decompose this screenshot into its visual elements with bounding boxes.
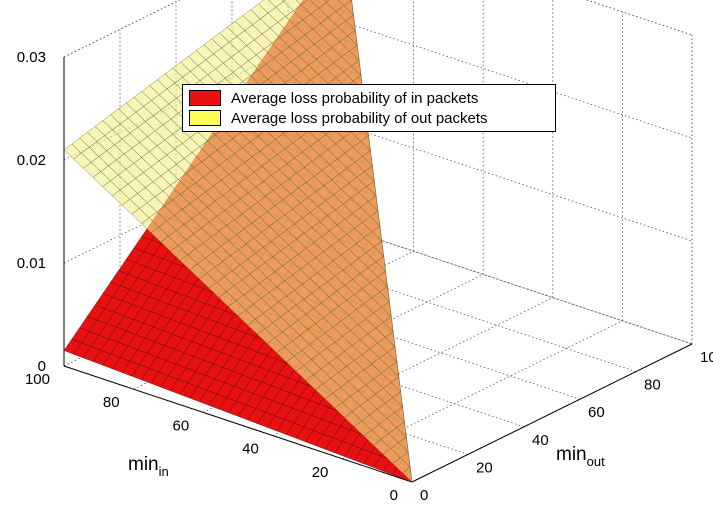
surface-cell	[283, 0, 302, 11]
gridline-z-right-wall	[585, 0, 693, 36]
y-tick-label: 20	[476, 459, 493, 476]
y-axis-label: minout	[556, 444, 605, 469]
x-tick-label: 60	[173, 417, 190, 434]
z-tick-label: 0.02	[17, 152, 46, 169]
surface-cell	[337, 0, 352, 6]
x-tick-label: 100	[25, 371, 50, 388]
surface-layer	[63, 0, 413, 483]
y-tick-label: 100	[700, 349, 713, 366]
legend-swatch-in	[189, 90, 221, 106]
legend: Average loss probability of in packets A…	[182, 84, 556, 132]
y-tick-label: 60	[588, 404, 605, 421]
surface-cell	[326, 0, 345, 12]
z-tick-label: 0	[38, 358, 46, 375]
gridline-floor-y	[231, 282, 581, 400]
surface-cell	[281, 0, 286, 2]
legend-label-out: Average loss probability of out packets	[231, 109, 488, 127]
y-tick-label: 80	[644, 377, 661, 394]
surface-cell	[295, 0, 308, 5]
x-tick-label: 0	[390, 487, 398, 504]
surface-cell	[300, 0, 319, 15]
surface-cell	[309, 0, 327, 9]
tick-layer: 00.010.020.03020406080100020406080100	[17, 49, 713, 504]
y-axis-line	[411, 343, 693, 483]
gridline-floor-y	[287, 255, 637, 372]
surface-cell	[268, 0, 284, 8]
gridline-z-right-wall	[343, 227, 693, 345]
x-tick-label: 80	[103, 394, 120, 411]
y-tick-label: 40	[532, 432, 549, 449]
gridline-floor-y	[119, 338, 469, 455]
legend-swatch-out	[189, 110, 221, 126]
box-edge	[63, 0, 181, 58]
x-tick-label: 40	[242, 441, 259, 458]
gridline-z-right-wall	[343, 21, 693, 139]
x-tick-label: 20	[312, 464, 329, 481]
legend-item-in: Average loss probability of in packets	[189, 88, 549, 108]
x-axis-label: minin	[128, 454, 169, 479]
gridline-floor-y	[343, 227, 693, 345]
legend-item-out: Average loss probability of out packets	[189, 108, 549, 128]
x-axis-line	[63, 365, 413, 483]
surface-cell	[323, 0, 330, 3]
box-edge	[585, 0, 693, 36]
y-tick-label: 0	[420, 487, 428, 504]
gridline-floor-y	[175, 310, 525, 428]
legend-label-in: Average loss probability of in packets	[231, 89, 479, 107]
gridline-z-right-wall	[343, 124, 693, 242]
z-tick-label: 0.01	[17, 255, 46, 272]
z-tick-label: 0.03	[17, 49, 46, 66]
